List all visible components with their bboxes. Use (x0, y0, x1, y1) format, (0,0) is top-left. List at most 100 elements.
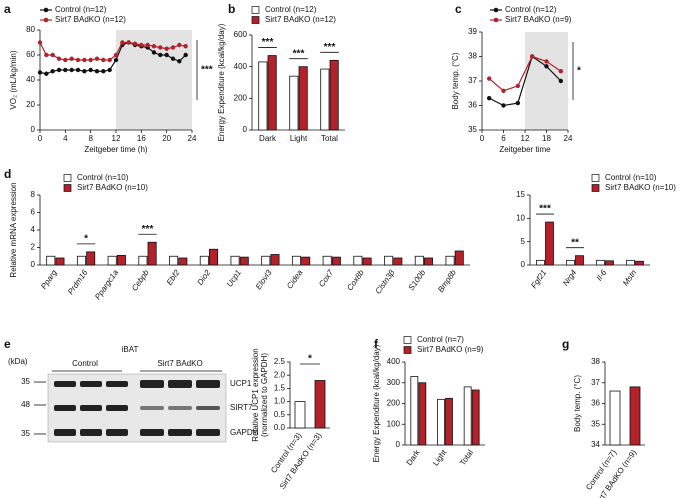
legend-label: Sirt7 BAdKO (n=9) (417, 345, 484, 354)
x-axis-label: Zeitgeber time (499, 145, 551, 154)
x-tick-label: Pparg (39, 268, 59, 291)
legend-swatch (63, 174, 72, 182)
western-blot: iBAT (kDa) Control Sirt7 BAdKO 35 (8, 345, 259, 443)
y-tick-label: 36 (468, 101, 477, 110)
significance: *** (324, 42, 336, 53)
bar (86, 251, 96, 266)
data-point (501, 88, 506, 94)
blot-title: iBAT (122, 345, 139, 354)
blot-unit: (kDa) (8, 357, 28, 366)
band (168, 429, 192, 436)
x-tick-label: Dio2 (195, 268, 212, 287)
data-point (486, 76, 492, 81)
band (140, 429, 164, 436)
panel-label: a (4, 2, 11, 16)
legend-label: Control (n=12) (505, 5, 557, 14)
blot-group: Sirt7 BAdKO (157, 359, 202, 368)
y-axis-label: Body temp. (°C) (451, 52, 460, 109)
data-point (164, 46, 169, 51)
bar (353, 255, 363, 266)
x-tick-label: Cox7 (317, 268, 335, 289)
data-point (151, 50, 157, 55)
legend-swatch (591, 174, 600, 182)
panel-label: f (374, 337, 379, 351)
x-tick-label: Clstn3β (374, 268, 397, 296)
bar (169, 255, 179, 266)
bar (116, 254, 126, 266)
data-point (515, 83, 521, 89)
legend-label: Control (n=7) (417, 335, 464, 344)
y-axis-label: VO₂ (mL/kg/min) (9, 50, 18, 109)
data-point (44, 52, 49, 58)
bar (46, 255, 56, 266)
y-axis-label: Relative UCP1 expression (251, 348, 260, 441)
y-tick-label: 37 (591, 378, 600, 387)
significance: *** (539, 204, 551, 215)
bar (301, 256, 311, 266)
bar (566, 259, 575, 266)
band (140, 406, 164, 410)
y-tick-label: 80 (26, 25, 35, 34)
legend-marker (493, 7, 499, 13)
data-point (501, 103, 506, 108)
bar (418, 382, 427, 446)
legend-swatch (403, 336, 412, 344)
bar (596, 259, 605, 266)
data-point (164, 52, 169, 58)
data-point (132, 41, 138, 46)
band (196, 380, 220, 388)
bar (294, 401, 306, 429)
bar (209, 248, 219, 266)
bar (298, 66, 308, 131)
legend-label: Control (n=12) (55, 5, 107, 14)
legend-marker (493, 17, 499, 23)
bar (575, 255, 584, 266)
data-point (56, 67, 62, 73)
band (196, 406, 220, 410)
data-point (544, 64, 549, 69)
x-tick-label: Cidea (285, 268, 305, 291)
legend-label: Sirt7 BAdKO (n=9) (505, 15, 572, 24)
data-point (139, 42, 144, 48)
x-axis-label: Zeitgeber time (h) (84, 145, 147, 154)
band (80, 429, 102, 436)
y-axis-label: (normalized to GAPDH) (260, 353, 269, 437)
y-tick-label: 300 (387, 378, 401, 387)
band (106, 405, 128, 411)
bar (629, 386, 641, 446)
x-tick-label: Prdm16 (66, 268, 90, 297)
band (140, 380, 164, 388)
band-label: UCP1 (230, 379, 252, 388)
y-tick-label: 2.5 (274, 357, 286, 366)
bar (424, 257, 434, 266)
data-point (50, 69, 55, 74)
bar (239, 256, 249, 266)
bar (261, 255, 271, 266)
bar (635, 260, 644, 266)
blot-group: Control (72, 359, 98, 368)
data-point (170, 45, 176, 50)
bar (362, 257, 372, 266)
significance: * (308, 354, 312, 365)
data-point (37, 70, 43, 75)
band (196, 429, 220, 436)
y-tick-label: 2 (31, 243, 36, 252)
legend-swatch (63, 184, 72, 192)
y-tick-label: 15 (516, 190, 525, 199)
x-tick-label: 18 (542, 134, 551, 143)
data-point (515, 100, 521, 106)
legend-label: Sirt7 BAdKO (n=12) (265, 15, 336, 24)
data-point (101, 69, 106, 74)
band (54, 405, 76, 411)
y-axis-label: Energy Expenditure (kcal/kg/day) (372, 344, 381, 462)
y-axis-label: Relative mRNA expression (9, 182, 18, 277)
y-tick-label: 5 (521, 237, 526, 246)
y-tick-label: 37 (468, 76, 477, 85)
legend-swatch (251, 16, 260, 24)
data-point (113, 52, 119, 58)
data-point (183, 52, 188, 58)
data-point (120, 40, 125, 45)
data-point (50, 52, 55, 58)
y-tick-label: 38 (468, 52, 477, 61)
